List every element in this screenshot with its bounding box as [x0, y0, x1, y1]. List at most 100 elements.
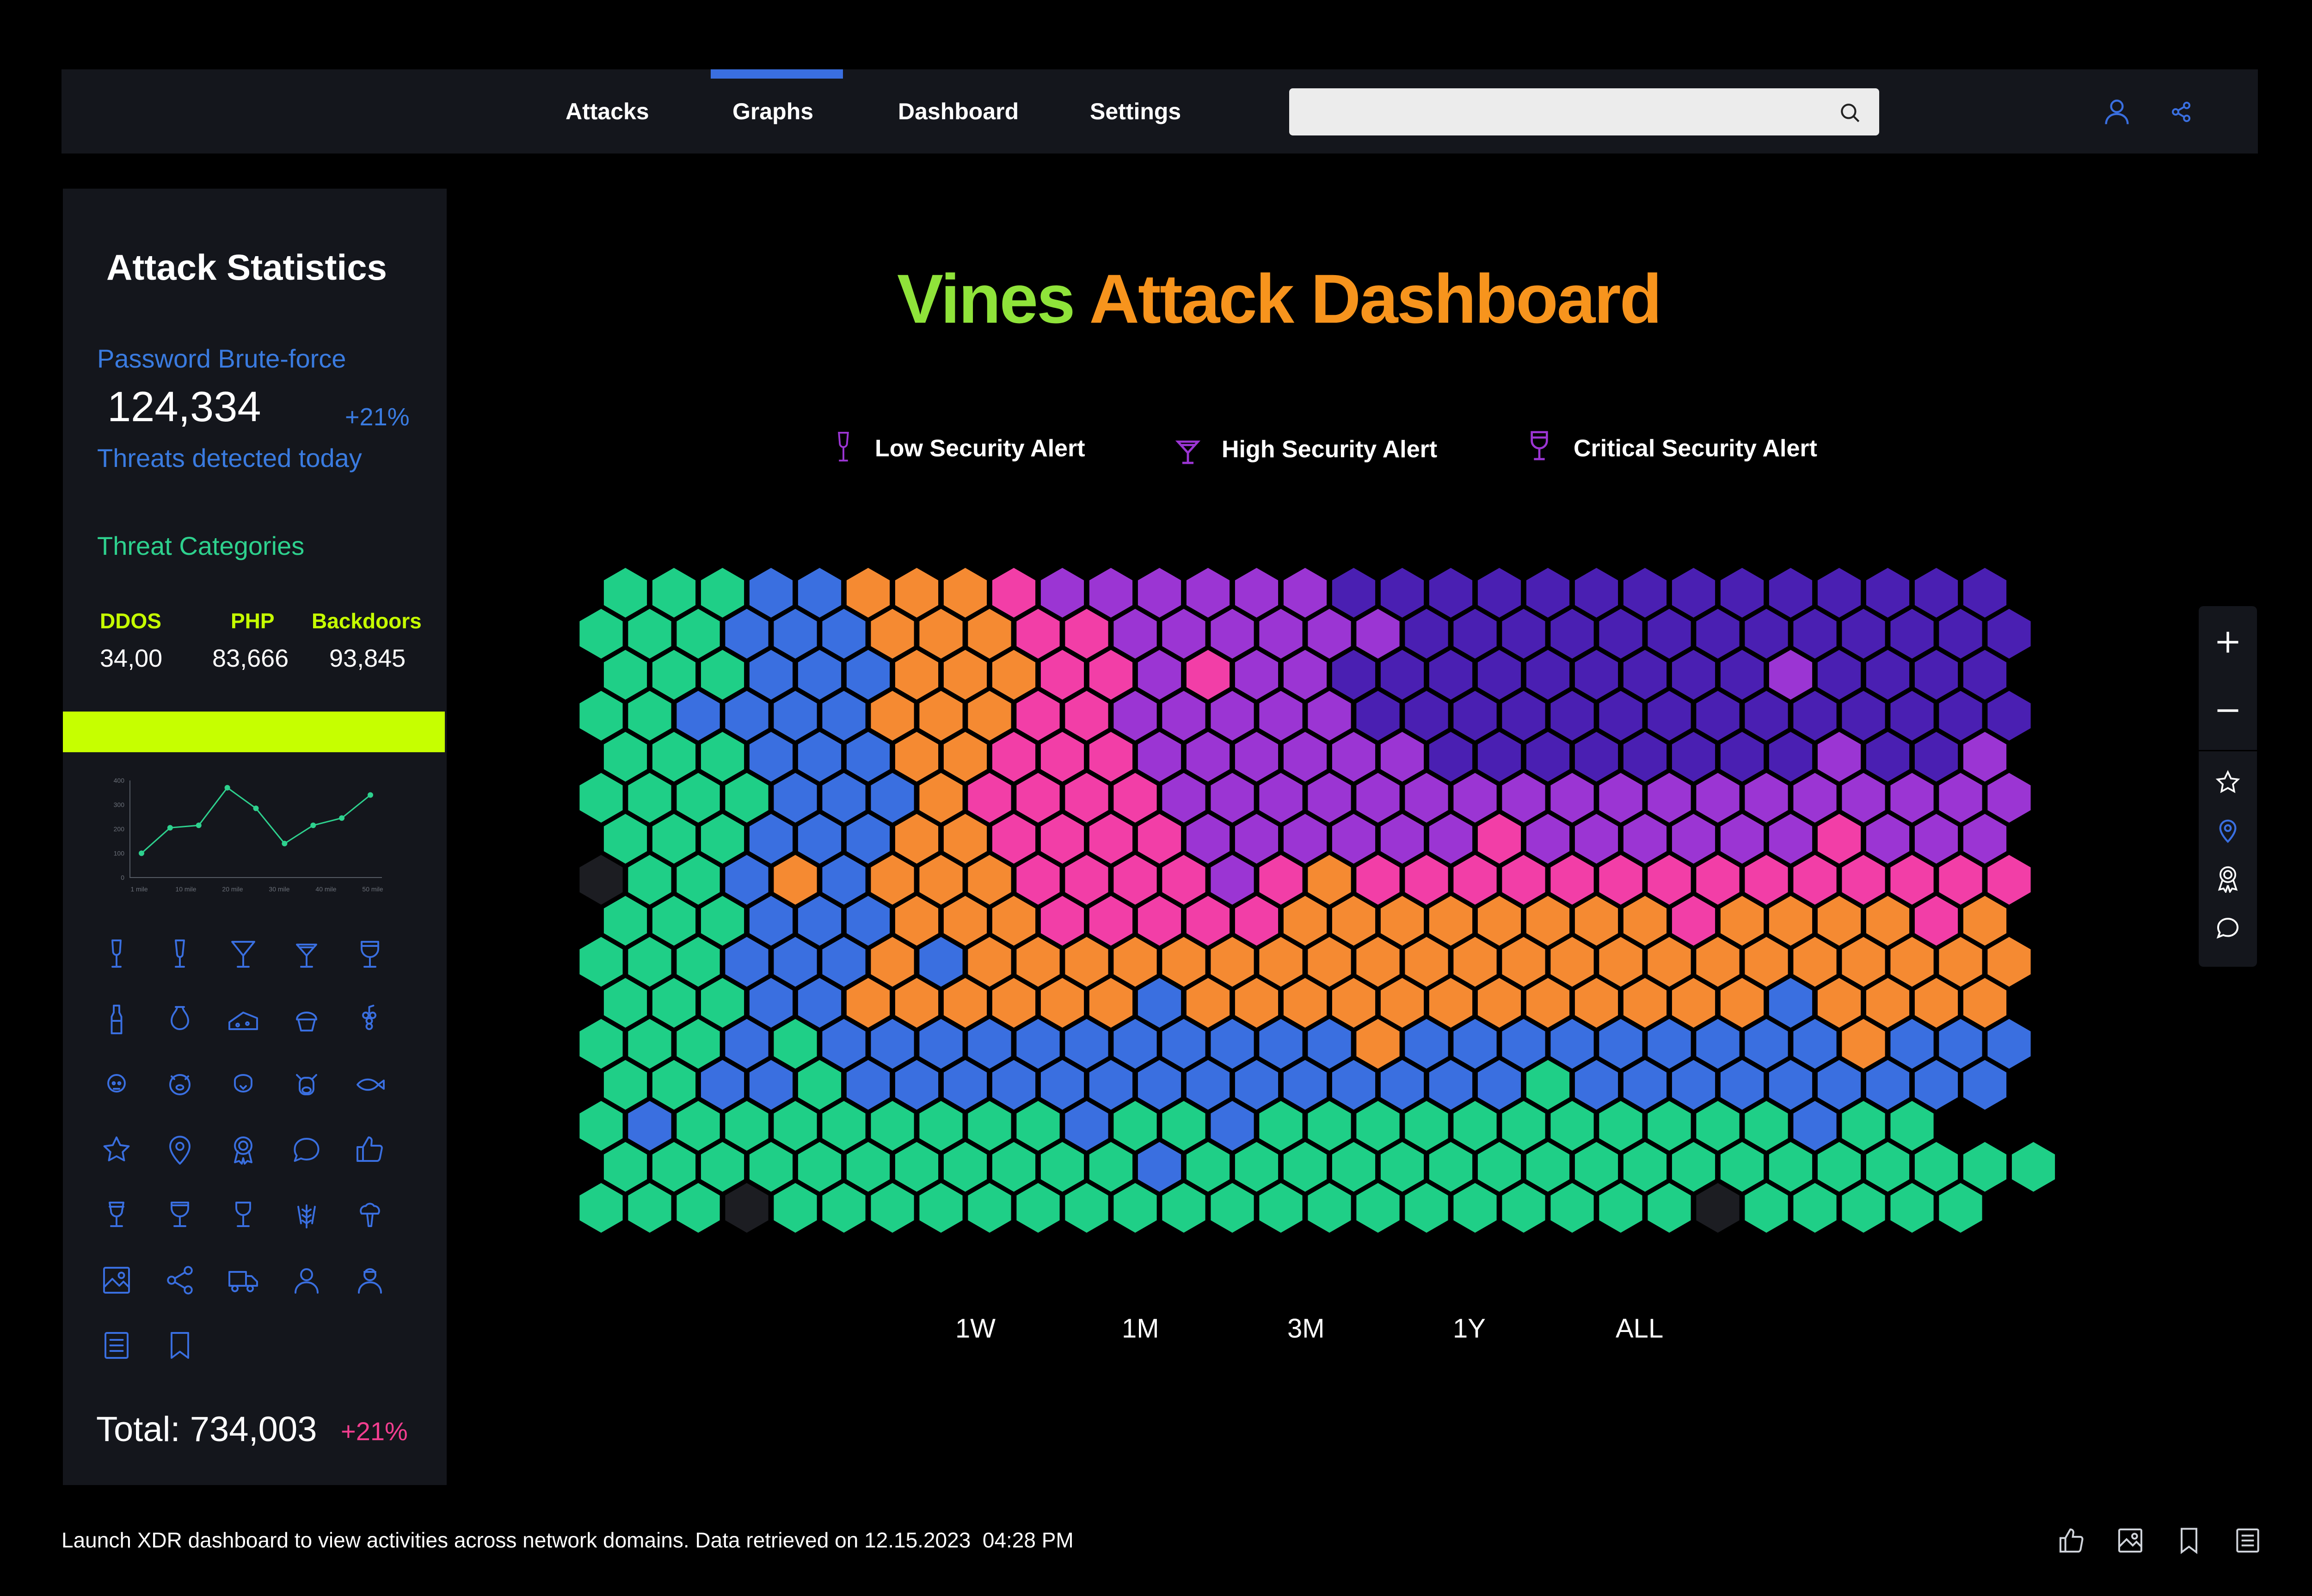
hex-cell[interactable]	[1696, 937, 1740, 987]
hex-cell[interactable]	[846, 650, 890, 700]
hex-cell[interactable]	[603, 1060, 647, 1110]
hex-cell[interactable]	[1648, 608, 1691, 659]
hex-cell[interactable]	[1356, 1019, 1400, 1069]
hex-cell[interactable]	[1162, 1183, 1205, 1233]
hex-cell[interactable]	[1769, 978, 1813, 1028]
hex-cell[interactable]	[992, 650, 1036, 700]
hex-cell[interactable]	[1890, 855, 1934, 905]
hex-cell[interactable]	[871, 691, 914, 741]
thumbs-up-icon[interactable]	[2057, 1526, 2089, 1558]
hex-cell[interactable]	[749, 1142, 793, 1192]
hex-cell[interactable]	[895, 1060, 939, 1110]
hex-cell[interactable]	[1162, 691, 1205, 741]
hex-cell[interactable]	[579, 1183, 623, 1233]
share-icon[interactable]	[2170, 101, 2192, 123]
share-icon[interactable]	[163, 1264, 200, 1301]
broccoli-icon[interactable]	[353, 1198, 390, 1235]
hex-cell[interactable]	[822, 608, 866, 659]
hex-cell[interactable]	[1259, 691, 1303, 741]
hex-cell[interactable]	[676, 1101, 720, 1151]
hex-cell[interactable]	[1769, 1142, 1813, 1192]
hex-cell[interactable]	[1308, 773, 1351, 823]
hex-cell[interactable]	[1720, 814, 1764, 864]
range-all[interactable]: ALL	[1616, 1314, 1664, 1344]
hex-cell[interactable]	[603, 1142, 647, 1192]
hex-cell[interactable]	[628, 1019, 671, 1069]
hex-cell[interactable]	[1259, 937, 1303, 987]
hex-cell[interactable]	[1477, 814, 1521, 864]
hex-cell[interactable]	[603, 978, 647, 1028]
hex-cell[interactable]	[1211, 608, 1254, 659]
hex-cell[interactable]	[1526, 732, 1570, 782]
hex-cell[interactable]	[1429, 732, 1473, 782]
cocktail-glass-icon[interactable]	[227, 938, 264, 975]
hex-cell[interactable]	[1186, 732, 1230, 782]
glass-stand-icon[interactable]	[227, 1198, 264, 1235]
hex-cell[interactable]	[1235, 568, 1279, 618]
hex-cell[interactable]	[1720, 896, 1764, 946]
hex-cell[interactable]	[1866, 650, 1910, 700]
hex-cell[interactable]	[1380, 1142, 1424, 1192]
hex-cell[interactable]	[1817, 896, 1861, 946]
hex-cell[interactable]	[1648, 1183, 1691, 1233]
hex-cell[interactable]	[1113, 608, 1157, 659]
hex-cell[interactable]	[1502, 691, 1545, 741]
hex-cell[interactable]	[1526, 650, 1570, 700]
hex-cell[interactable]	[1914, 978, 1958, 1028]
star-icon[interactable]	[100, 1133, 137, 1170]
award-ribbon-icon[interactable]	[227, 1133, 264, 1170]
hex-cell[interactable]	[1720, 1142, 1764, 1192]
hex-cell[interactable]	[992, 732, 1036, 782]
hex-cell[interactable]	[1817, 650, 1861, 700]
hex-cell[interactable]	[774, 691, 817, 741]
hex-cell[interactable]	[1769, 732, 1813, 782]
hex-cell[interactable]	[1526, 1060, 1570, 1110]
hex-cell[interactable]	[1963, 896, 2007, 946]
hex-cell[interactable]	[1332, 732, 1376, 782]
hex-cell[interactable]	[628, 691, 671, 741]
hex-cell[interactable]	[1259, 1183, 1303, 1233]
hex-cell[interactable]	[1380, 978, 1424, 1028]
hex-cell[interactable]	[1040, 896, 1084, 946]
hex-cell[interactable]	[749, 732, 793, 782]
hex-cell[interactable]	[968, 608, 1011, 659]
hex-cell[interactable]	[1599, 855, 1642, 905]
hex-cell[interactable]	[1769, 568, 1813, 618]
hex-cell[interactable]	[652, 568, 696, 618]
hex-cell[interactable]	[1842, 855, 1885, 905]
hex-cell[interactable]	[1429, 1142, 1473, 1192]
hex-cell[interactable]	[1308, 855, 1351, 905]
hex-cell[interactable]	[1065, 937, 1108, 987]
hex-cell[interactable]	[1817, 1142, 1861, 1192]
hex-cell[interactable]	[1211, 773, 1254, 823]
hex-cell[interactable]	[676, 691, 720, 741]
hex-cell[interactable]	[628, 1101, 671, 1151]
hex-cell[interactable]	[1477, 568, 1521, 618]
pig-icon[interactable]	[163, 1068, 200, 1105]
hex-cell[interactable]	[1550, 1183, 1594, 1233]
hex-cell[interactable]	[1939, 608, 1982, 659]
hex-cell[interactable]	[895, 650, 939, 700]
hex-cell[interactable]	[676, 773, 720, 823]
hex-cell[interactable]	[1866, 978, 1910, 1028]
hex-cell[interactable]	[1963, 1142, 2007, 1192]
hex-cell[interactable]	[1186, 814, 1230, 864]
hex-cell[interactable]	[1526, 896, 1570, 946]
hex-cell[interactable]	[943, 1142, 987, 1192]
hex-cell[interactable]	[1065, 691, 1108, 741]
hex-cell[interactable]	[1016, 773, 1060, 823]
hex-cell[interactable]	[1405, 1101, 1448, 1151]
hex-cell[interactable]	[1672, 650, 1716, 700]
image-icon[interactable]	[2115, 1526, 2148, 1558]
hex-cell[interactable]	[1648, 691, 1691, 741]
hex-cell[interactable]	[774, 937, 817, 987]
hex-cell[interactable]	[1356, 1101, 1400, 1151]
hex-cell[interactable]	[1405, 691, 1448, 741]
hex-cell[interactable]	[1599, 1101, 1642, 1151]
hex-cell[interactable]	[1672, 978, 1716, 1028]
hex-cell[interactable]	[1283, 1142, 1327, 1192]
hex-cell[interactable]	[701, 650, 744, 700]
hex-cell[interactable]	[1914, 896, 1958, 946]
hex-cell[interactable]	[1138, 568, 1181, 618]
hex-cell[interactable]	[1769, 896, 1813, 946]
